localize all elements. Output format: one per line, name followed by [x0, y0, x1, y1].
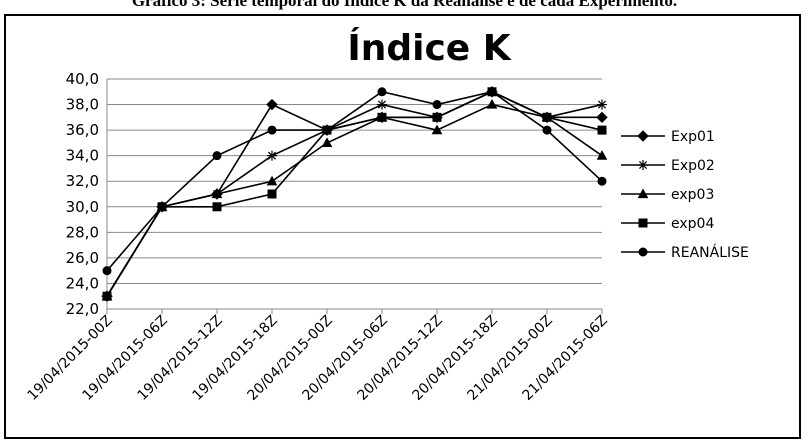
series-line — [106, 90, 603, 297]
data-point — [637, 188, 649, 199]
data-point — [102, 291, 112, 301]
legend-entry: REANÁLISE — [621, 244, 749, 261]
data-point — [266, 98, 278, 111]
x-axis-ticks: 19/04/2015-00Z19/04/2015-06Z19/04/2015-1… — [25, 309, 611, 404]
data-point — [637, 130, 649, 142]
data-point — [638, 218, 648, 228]
data-point — [486, 99, 498, 109]
legend-entry: exp04 — [621, 216, 714, 232]
data-point — [596, 150, 608, 160]
gridlines — [107, 78, 602, 284]
figure-caption: Gráfico 3: Série temporal do Índice K da… — [131, 0, 678, 10]
data-point — [322, 125, 332, 135]
legend: Exp01 Exp02 exp03 exp04 REANÁLISE — [621, 129, 749, 261]
data-point — [542, 125, 552, 135]
data-point — [542, 112, 552, 122]
data-point — [596, 111, 608, 124]
legend-entry: Exp02 — [621, 158, 715, 174]
data-point — [377, 87, 387, 97]
series-line — [106, 90, 603, 297]
data-point — [377, 112, 387, 122]
y-tick-label: 34,0 — [66, 147, 99, 165]
legend-label: exp04 — [671, 216, 714, 232]
data-point — [597, 99, 607, 110]
data-point — [638, 160, 648, 170]
data-point — [212, 151, 222, 161]
data-point — [377, 99, 387, 110]
data-point — [211, 188, 223, 199]
y-tick-label: 36,0 — [66, 121, 99, 139]
data-point — [432, 112, 442, 122]
data-point — [597, 125, 607, 135]
data-point — [487, 87, 497, 97]
legend-label: Exp02 — [671, 158, 715, 174]
y-axis-ticks: 22,0 24,0 26,0 28,0 30,0 32,0 34,0 36,0 38,0 40,0 — [66, 70, 99, 318]
series-line — [106, 90, 603, 272]
legend-label: REANÁLISE — [671, 244, 749, 261]
y-tick-label: 30,0 — [66, 198, 99, 216]
legend-label: exp03 — [671, 187, 714, 203]
data-point — [267, 150, 277, 161]
data-point — [431, 124, 443, 135]
y-tick-label: 24,0 — [66, 274, 99, 292]
y-tick-label: 32,0 — [66, 172, 99, 190]
y-tick-label: 26,0 — [66, 249, 99, 267]
series-reanálise — [102, 87, 607, 276]
y-tick-label: 28,0 — [66, 223, 99, 241]
legend-entry: Exp01 — [621, 129, 715, 145]
data-point — [432, 100, 442, 110]
data-point — [597, 176, 607, 186]
data-point — [266, 175, 278, 186]
data-point — [638, 247, 648, 257]
line-chart: Índice K 22,0 24,0 26,0 28,0 30,0 32,0 34,0 36,… — [25, 27, 749, 404]
data-point — [267, 189, 277, 199]
chart-frame: Índice K 22,0 24,0 26,0 28,0 30,0 32,0 34,0 36,… — [4, 14, 801, 439]
series-layer — [101, 86, 608, 302]
legend-entry: exp03 — [621, 187, 714, 203]
data-point — [212, 202, 222, 212]
y-tick-label: 38,0 — [66, 96, 99, 114]
y-tick-label: 22,0 — [66, 300, 99, 318]
chart-title: Índice K — [347, 27, 511, 69]
data-point — [321, 137, 333, 147]
data-point — [157, 202, 167, 212]
data-point — [102, 266, 112, 276]
series-exp04 — [102, 87, 607, 301]
data-point — [267, 125, 277, 135]
series-line — [106, 103, 603, 297]
series-line — [106, 90, 602, 297]
y-tick-label: 40,0 — [66, 70, 99, 88]
legend-label: Exp01 — [671, 129, 715, 145]
